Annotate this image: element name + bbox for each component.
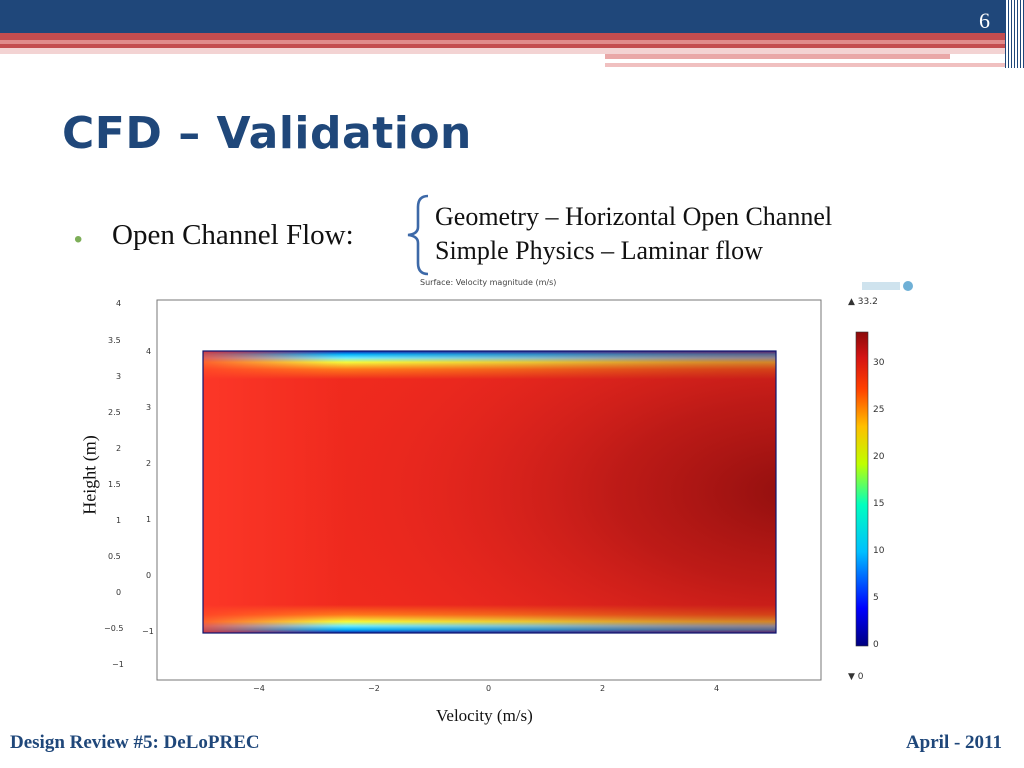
colorbar-tick: 25 bbox=[873, 405, 885, 415]
header-vertical-lines bbox=[1005, 0, 1024, 68]
colorbar-tick: 30 bbox=[873, 358, 885, 368]
brace-line-physics: Simple Physics – Laminar flow bbox=[435, 236, 763, 265]
inner-y-tick: 1 bbox=[146, 515, 152, 524]
x-tick: −4 bbox=[253, 684, 265, 693]
header-band-red-accent bbox=[0, 40, 1024, 44]
brace-icon bbox=[407, 194, 429, 276]
inner-y-tick: −1 bbox=[142, 627, 154, 636]
colorbar-tick: 0 bbox=[873, 640, 879, 650]
outer-y-tick: 1 bbox=[116, 516, 122, 525]
outer-y-tick: 1.5 bbox=[108, 480, 121, 489]
x-tick: 0 bbox=[486, 684, 492, 693]
outer-y-tick: 3 bbox=[116, 372, 122, 381]
inner-y-tick: 3 bbox=[146, 403, 152, 412]
footer-right: April - 2011 bbox=[905, 732, 1002, 753]
colorbar-tick: 20 bbox=[873, 452, 885, 462]
header-band-pink bbox=[0, 48, 1024, 54]
outer-y-tick: 0 bbox=[116, 588, 122, 597]
outer-y-tick: 2.5 bbox=[108, 408, 121, 417]
colorbar-min-label: ▼ 0 bbox=[848, 672, 864, 682]
outer-y-tick: 0.5 bbox=[108, 552, 121, 561]
velocity-field bbox=[202, 350, 777, 634]
x-tick: 4 bbox=[714, 684, 720, 693]
bullet-icon: • bbox=[74, 226, 83, 253]
outer-y-tick: 4 bbox=[116, 299, 122, 308]
inner-y-tick: 4 bbox=[146, 347, 152, 356]
page-number: 6 bbox=[979, 8, 990, 33]
colorbar-max-label: ▲ 33.2 bbox=[848, 297, 878, 307]
outer-y-tick: −1 bbox=[112, 660, 124, 669]
inner-y-tick: 2 bbox=[146, 459, 152, 468]
colorbar-tick: 5 bbox=[873, 593, 879, 603]
header-step-bar bbox=[605, 54, 950, 59]
footer-left: Design Review #5: DeLoPREC bbox=[10, 732, 260, 753]
colorbar-tick: 10 bbox=[873, 546, 885, 556]
comsol-logo-icon bbox=[862, 281, 913, 291]
x-axis-label: Velocity (m/s) bbox=[436, 706, 533, 725]
outer-y-tick: 2 bbox=[116, 444, 122, 453]
slide-title: CFD – Validation bbox=[62, 108, 472, 159]
colorbar bbox=[855, 331, 869, 647]
y-axis-label: Height (m) bbox=[79, 435, 100, 515]
outer-y-tick: −0.5 bbox=[104, 624, 124, 633]
brace-line-geometry: Geometry – Horizontal Open Channel bbox=[435, 202, 833, 231]
x-tick: −2 bbox=[368, 684, 380, 693]
x-tick: 2 bbox=[600, 684, 606, 693]
colorbar-tick: 15 bbox=[873, 499, 885, 509]
inner-y-tick: 0 bbox=[146, 571, 152, 580]
outer-y-tick: 3.5 bbox=[108, 336, 121, 345]
header-step-bar-2 bbox=[605, 63, 1005, 67]
bullet-text: Open Channel Flow: bbox=[112, 219, 354, 251]
header-band-blue bbox=[0, 0, 1024, 33]
plot-title: Surface: Velocity magnitude (m/s) bbox=[420, 278, 557, 287]
